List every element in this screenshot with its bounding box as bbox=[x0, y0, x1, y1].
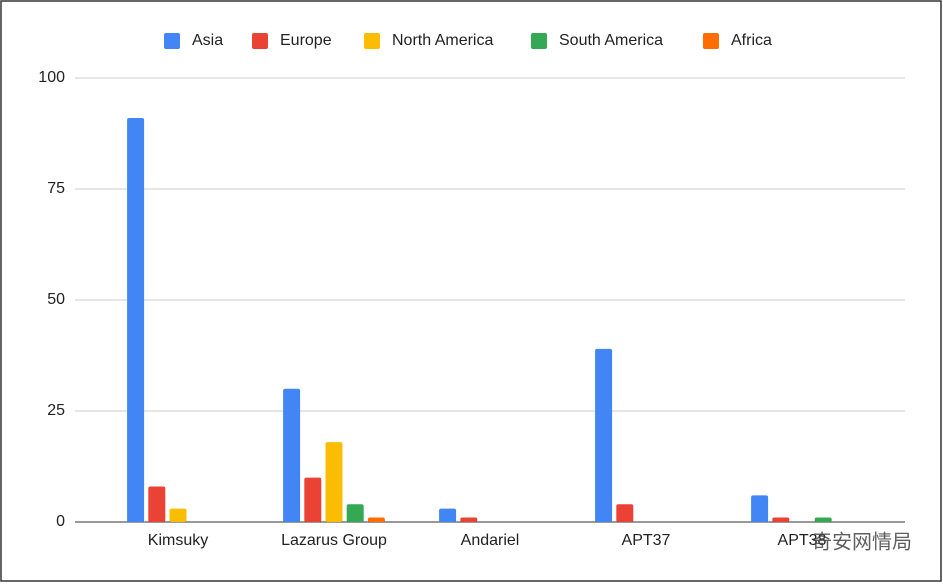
legend-label: South America bbox=[559, 32, 663, 49]
legend-swatch bbox=[703, 33, 719, 49]
x-tick-label: Andariel bbox=[461, 532, 520, 549]
legend-label: North America bbox=[392, 32, 493, 49]
bar bbox=[148, 486, 166, 522]
y-tick-label: 75 bbox=[47, 180, 65, 197]
bar bbox=[439, 508, 457, 522]
y-tick-label: 0 bbox=[56, 513, 65, 530]
bar bbox=[460, 517, 478, 522]
legend-swatch bbox=[531, 33, 547, 49]
bar bbox=[283, 388, 301, 522]
x-tick-label: Kimsuky bbox=[148, 532, 208, 549]
bar bbox=[595, 348, 613, 522]
bar bbox=[772, 517, 790, 522]
bar bbox=[367, 517, 385, 522]
y-tick-label: 50 bbox=[47, 291, 65, 308]
legend-swatch bbox=[164, 33, 180, 49]
legend-swatch bbox=[252, 33, 268, 49]
bar bbox=[616, 504, 634, 522]
bar bbox=[304, 477, 322, 522]
legend-swatch bbox=[364, 33, 380, 49]
bar bbox=[127, 117, 145, 523]
x-tick-label: APT38 bbox=[778, 532, 827, 549]
bar bbox=[751, 495, 769, 522]
legend-label: Europe bbox=[280, 32, 332, 49]
bar bbox=[169, 508, 187, 522]
legend-label: Africa bbox=[731, 32, 772, 49]
bar bbox=[346, 504, 364, 522]
bar bbox=[325, 442, 343, 522]
y-tick-label: 100 bbox=[38, 69, 65, 86]
legend-label: Asia bbox=[192, 32, 223, 49]
x-tick-label: APT37 bbox=[622, 532, 671, 549]
y-tick-label: 25 bbox=[47, 402, 65, 419]
watermark: 奇安网情局 bbox=[812, 530, 912, 553]
x-tick-label: Lazarus Group bbox=[281, 532, 387, 549]
bar bbox=[814, 517, 832, 522]
